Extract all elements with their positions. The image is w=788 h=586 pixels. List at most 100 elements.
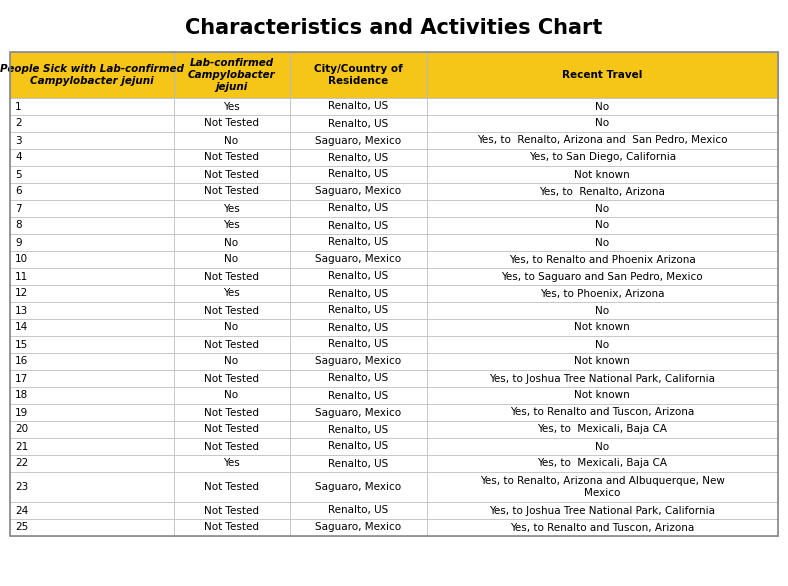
Text: 17: 17 (15, 373, 28, 383)
Bar (427, 353, 778, 370)
Bar (173, 149, 289, 166)
Bar (289, 268, 427, 285)
Bar (173, 200, 289, 217)
Bar (427, 98, 778, 115)
Text: 25: 25 (15, 523, 28, 533)
Text: Yes: Yes (223, 101, 240, 111)
Text: Not known: Not known (574, 322, 630, 332)
Bar (10, 52, 778, 98)
Text: Yes, to Saguaro and San Pedro, Mexico: Yes, to Saguaro and San Pedro, Mexico (501, 271, 703, 281)
Bar (427, 370, 778, 387)
Bar (289, 502, 427, 519)
Text: 16: 16 (15, 356, 28, 366)
Bar (427, 519, 778, 536)
Bar (289, 438, 427, 455)
Bar (173, 98, 289, 115)
Text: 18: 18 (15, 390, 28, 400)
Text: Saguaro, Mexico: Saguaro, Mexico (315, 482, 401, 492)
Text: Saguaro, Mexico: Saguaro, Mexico (315, 135, 401, 145)
Bar (10, 234, 173, 251)
Text: Yes, to Renalto and Tuscon, Arizona: Yes, to Renalto and Tuscon, Arizona (510, 523, 694, 533)
Bar (10, 98, 173, 115)
Text: No: No (595, 203, 609, 213)
Text: 13: 13 (15, 305, 28, 315)
Text: 2: 2 (15, 118, 21, 128)
Bar (427, 404, 778, 421)
Text: Not known: Not known (574, 390, 630, 400)
Bar (427, 149, 778, 166)
Text: Saguaro, Mexico: Saguaro, Mexico (315, 254, 401, 264)
Text: Not Tested: Not Tested (204, 339, 259, 349)
Bar (427, 52, 778, 98)
Bar (427, 319, 778, 336)
Text: No: No (595, 101, 609, 111)
Text: 1: 1 (15, 101, 21, 111)
Bar (289, 285, 427, 302)
Bar (289, 98, 427, 115)
Bar (10, 52, 173, 98)
Text: Yes: Yes (223, 288, 240, 298)
Text: Saguaro, Mexico: Saguaro, Mexico (315, 186, 401, 196)
Bar (173, 302, 289, 319)
Bar (173, 115, 289, 132)
Bar (10, 502, 173, 519)
Text: 21: 21 (15, 441, 28, 451)
Text: 8: 8 (15, 220, 21, 230)
Bar (289, 149, 427, 166)
Text: No: No (595, 118, 609, 128)
Text: No: No (225, 356, 239, 366)
Text: No: No (225, 390, 239, 400)
Bar (289, 353, 427, 370)
Text: Renalto, US: Renalto, US (328, 339, 388, 349)
Text: Yes: Yes (223, 203, 240, 213)
Bar (427, 268, 778, 285)
Bar (289, 404, 427, 421)
Bar (173, 353, 289, 370)
Text: Not Tested: Not Tested (204, 271, 259, 281)
Text: Yes, to  Renalto, Arizona: Yes, to Renalto, Arizona (540, 186, 665, 196)
Bar (427, 336, 778, 353)
Text: Renalto, US: Renalto, US (328, 101, 388, 111)
Bar (10, 285, 173, 302)
Text: 10: 10 (15, 254, 28, 264)
Bar (173, 370, 289, 387)
Text: Yes, to Joshua Tree National Park, California: Yes, to Joshua Tree National Park, Calif… (489, 373, 716, 383)
Bar (289, 115, 427, 132)
Text: 14: 14 (15, 322, 28, 332)
Text: Renalto, US: Renalto, US (328, 169, 388, 179)
Bar (289, 200, 427, 217)
Text: 24: 24 (15, 506, 28, 516)
Bar (427, 387, 778, 404)
Bar (427, 166, 778, 183)
Text: Not Tested: Not Tested (204, 118, 259, 128)
Bar (10, 387, 173, 404)
Text: Recent Travel: Recent Travel (562, 70, 642, 80)
Bar (10, 251, 173, 268)
Bar (427, 251, 778, 268)
Bar (289, 302, 427, 319)
Text: Not Tested: Not Tested (204, 407, 259, 417)
Text: Yes, to  Mexicali, Baja CA: Yes, to Mexicali, Baja CA (537, 458, 667, 468)
Bar (173, 319, 289, 336)
Text: Renalto, US: Renalto, US (328, 271, 388, 281)
Text: Renalto, US: Renalto, US (328, 152, 388, 162)
Text: 22: 22 (15, 458, 28, 468)
Text: Not Tested: Not Tested (204, 424, 259, 434)
Bar (10, 115, 173, 132)
Text: Yes, to  Mexicali, Baja CA: Yes, to Mexicali, Baja CA (537, 424, 667, 434)
Text: 20: 20 (15, 424, 28, 434)
Bar (427, 421, 778, 438)
Text: Not Tested: Not Tested (204, 482, 259, 492)
Bar (427, 115, 778, 132)
Bar (173, 285, 289, 302)
Bar (173, 519, 289, 536)
Text: Renalto, US: Renalto, US (328, 118, 388, 128)
Text: 3: 3 (15, 135, 21, 145)
Bar (427, 302, 778, 319)
Bar (173, 387, 289, 404)
Bar (10, 472, 173, 502)
Bar (289, 132, 427, 149)
Text: Renalto, US: Renalto, US (328, 424, 388, 434)
Text: No: No (225, 254, 239, 264)
Text: No: No (595, 441, 609, 451)
